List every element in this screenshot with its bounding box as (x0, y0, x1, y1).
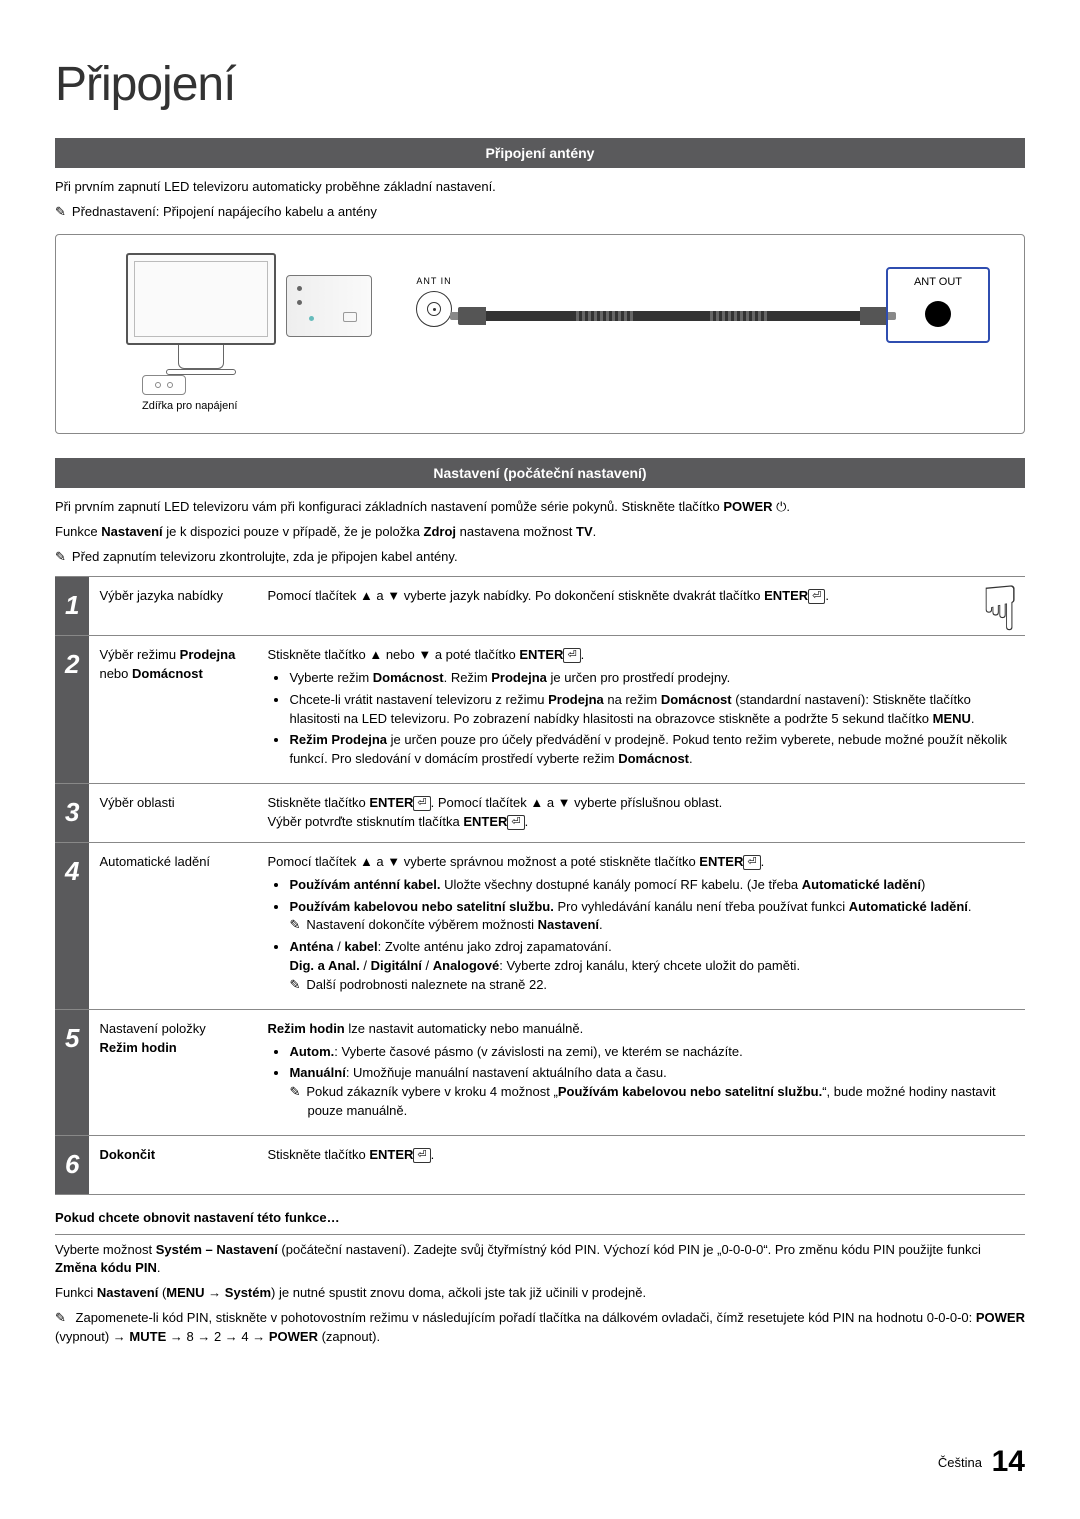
power-port-label: Zdířka pro napájení (142, 399, 237, 415)
step-label: Výběr jazyka nabídky (89, 577, 257, 636)
antenna-cable-icon (458, 307, 888, 325)
enter-icon: ⏎ (563, 648, 580, 663)
footer-p2: Funkci Nastavení (MENU → Systém) je nutn… (55, 1284, 1025, 1303)
page-footer: Čeština 14 (938, 1440, 1025, 1484)
table-row: 4 Automatické ladění Pomocí tlačítek ▲ a… (55, 842, 1025, 1009)
hand-icon: ☟ (981, 579, 1019, 641)
step-desc: Pomocí tlačítek ▲ a ▼ vyberte správnou m… (257, 842, 1025, 1009)
step-label: Výběr oblasti (89, 784, 257, 843)
step-label: Nastavení položky Režim hodin (89, 1009, 257, 1135)
coax-icon (416, 291, 452, 327)
step-desc: ☟ Pomocí tlačítek ▲ a ▼ vyberte jazyk na… (257, 577, 1025, 636)
section-heading-antenna: Připojení antény (55, 138, 1025, 168)
page-title: Připojení (55, 50, 1025, 120)
setup-intro-2: Funkce Nastavení je k dispozici pouze v … (55, 523, 1025, 542)
step-num: 5 (55, 1009, 89, 1135)
section-heading-setup: Nastavení (počáteční nastavení) (55, 458, 1025, 488)
step-label: Dokončit (89, 1135, 257, 1194)
table-row: 2 Výběr režimu Prodejna nebo Domácnost S… (55, 636, 1025, 784)
preset-note: Přednastavení: Připojení napájecího kabe… (55, 203, 1025, 222)
antenna-diagram: ANT IN ANT OUT Zdířka pro napájení (55, 234, 1025, 434)
table-row: 5 Nastavení položky Režim hodin Režim ho… (55, 1009, 1025, 1135)
step-num: 3 (55, 784, 89, 843)
setup-pre-note: Před zapnutím televizoru zkontrolujte, z… (55, 548, 1025, 567)
language-label: Čeština (938, 1455, 982, 1470)
ant-out-dot-icon (925, 301, 951, 327)
intro-text: Při prvním zapnutí LED televizoru automa… (55, 178, 1025, 197)
enter-icon: ⏎ (413, 796, 430, 811)
enter-icon: ⏎ (808, 589, 825, 604)
step-label: Automatické ladění (89, 842, 257, 1009)
step-num: 6 (55, 1135, 89, 1194)
ant-out-label: ANT OUT (888, 275, 988, 291)
setup-intro-1: Při prvním zapnutí LED televizoru vám př… (55, 498, 1025, 517)
footer-heading: Pokud chcete obnovit nastavení této funk… (55, 1209, 1025, 1228)
step-num: 2 (55, 636, 89, 784)
enter-icon: ⏎ (743, 855, 760, 870)
sub-note: Pokud zákazník vybere v kroku 4 možnost … (289, 1083, 1015, 1121)
step-desc: Režim hodin lze nastavit automaticky neb… (257, 1009, 1025, 1135)
footer-p1: Vyberte možnost Systém – Nastavení (počá… (55, 1241, 1025, 1279)
enter-icon: ⏎ (507, 815, 524, 830)
footer-note: Zapomenete-li kód PIN, stiskněte v pohot… (55, 1309, 1025, 1347)
step-desc: Stiskněte tlačítko ENTER⏎. (257, 1135, 1025, 1194)
page-number: 14 (992, 1445, 1025, 1478)
table-row: 1 Výběr jazyka nabídky ☟ Pomocí tlačítek… (55, 577, 1025, 636)
step-desc: Stiskněte tlačítko ▲ nebo ▼ a poté tlačí… (257, 636, 1025, 784)
step-desc: Stiskněte tlačítko ENTER⏎. Pomocí tlačít… (257, 784, 1025, 843)
ant-out-box: ANT OUT (886, 267, 990, 343)
table-row: 3 Výběr oblasti Stiskněte tlačítko ENTER… (55, 784, 1025, 843)
sub-note: Nastavení dokončíte výběrem možnosti Nas… (289, 916, 1015, 935)
enter-icon: ⏎ (413, 1148, 430, 1163)
ant-in-port: ANT IN (416, 275, 452, 327)
step-num: 1 (55, 577, 89, 636)
sub-note: Další podrobnosti naleznete na straně 22… (289, 976, 1015, 995)
power-port-icon (142, 375, 186, 395)
tv-front-icon (126, 253, 276, 375)
ant-in-label: ANT IN (416, 275, 452, 288)
tv-back-icon (286, 275, 372, 337)
power-port: Zdířka pro napájení (142, 375, 237, 415)
step-label: Výběr režimu Prodejna nebo Domácnost (89, 636, 257, 784)
step-num: 4 (55, 842, 89, 1009)
table-row: 6 Dokončit Stiskněte tlačítko ENTER⏎. (55, 1135, 1025, 1194)
steps-table: 1 Výběr jazyka nabídky ☟ Pomocí tlačítek… (55, 576, 1025, 1194)
